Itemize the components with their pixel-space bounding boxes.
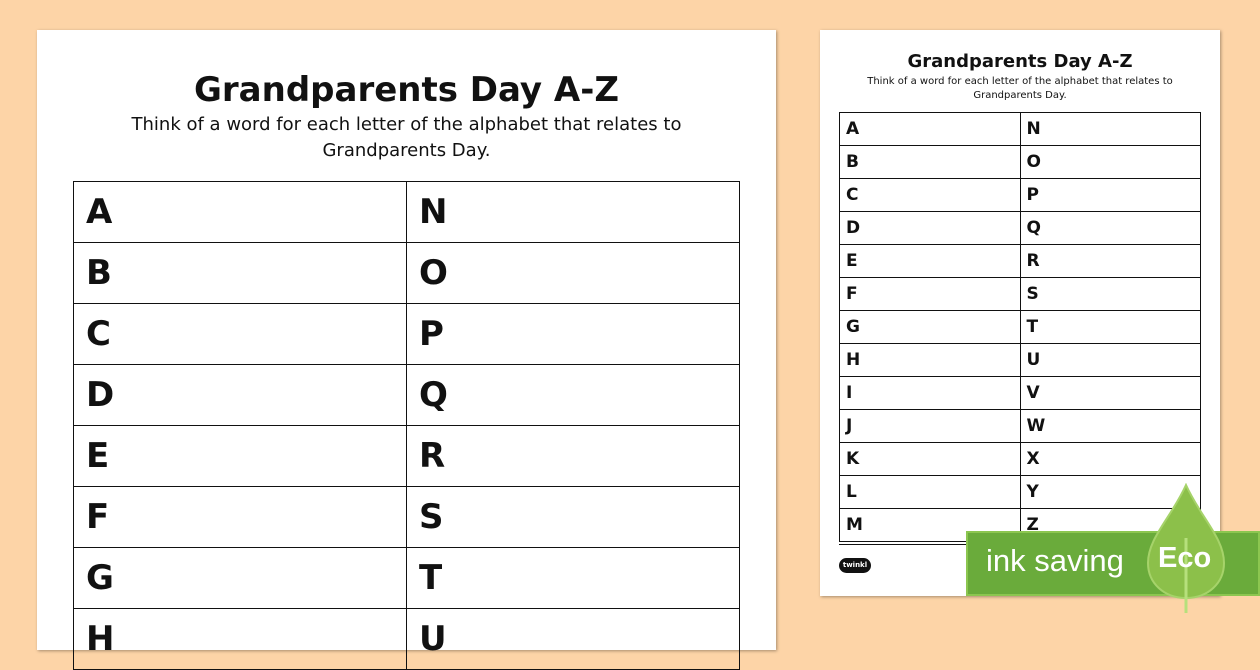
letter-cell: D	[839, 211, 1021, 245]
letter-cell: G	[839, 310, 1021, 344]
letter-cell: F	[839, 277, 1021, 311]
letter-cell: H	[839, 343, 1021, 377]
letter-cell: O	[1019, 145, 1201, 179]
letter-cell: C	[73, 303, 407, 365]
letter-cell: E	[73, 425, 407, 487]
letter-cell: P	[406, 303, 740, 365]
letter-cell: D	[73, 364, 407, 426]
eco-badge-text: ink saving	[986, 543, 1124, 578]
worksheet-subtitle-line2: Grandparents Day.	[973, 90, 1067, 101]
letter-cell: A	[839, 112, 1021, 146]
letter-cell: Q	[406, 364, 740, 426]
letter-cell: N	[1019, 112, 1201, 146]
worksheet-title: Grandparents Day A-Z	[907, 51, 1133, 72]
letter-cell: G	[73, 547, 407, 609]
letter-cell: S	[406, 486, 740, 548]
worksheet-title: Grandparents Day A-Z	[194, 70, 619, 110]
letter-cell: I	[839, 376, 1021, 410]
letter-cell: T	[406, 547, 740, 609]
letter-cell: E	[839, 244, 1021, 278]
letter-cell: S	[1019, 277, 1201, 311]
letter-cell: B	[73, 242, 407, 304]
letter-cell: V	[1019, 376, 1201, 410]
eco-label: Eco	[1158, 542, 1212, 574]
letter-cell: F	[73, 486, 407, 548]
letter-cell: W	[1019, 409, 1201, 443]
worksheet-subtitle-line1: Think of a word for each letter of the a…	[867, 76, 1173, 87]
letter-cell: N	[406, 181, 740, 243]
letter-cell: C	[839, 178, 1021, 212]
letter-cell: T	[1019, 310, 1201, 344]
worksheet-preview-large: Grandparents Day A-Z Think of a word for…	[37, 30, 776, 670]
leaf-icon	[1146, 483, 1226, 613]
letter-cell: Y	[1019, 475, 1201, 509]
letter-cell: O	[406, 242, 740, 304]
letter-cell: B	[839, 145, 1021, 179]
letter-cell: K	[839, 442, 1021, 476]
letter-cell: H	[73, 608, 407, 670]
letter-cell: P	[1019, 178, 1201, 212]
letter-cell: U	[406, 608, 740, 670]
worksheet-subtitle-line1: Think of a word for each letter of the a…	[131, 114, 682, 135]
letter-cell: R	[406, 425, 740, 487]
letter-cell: X	[1019, 442, 1201, 476]
worksheet-subtitle-line2: Grandparents Day.	[322, 140, 491, 161]
letter-cell: A	[73, 181, 407, 243]
letter-cell: U	[1019, 343, 1201, 377]
letter-cell: Q	[1019, 211, 1201, 245]
twinkl-logo: twinkl	[839, 558, 871, 573]
letter-cell: J	[839, 409, 1021, 443]
letter-cell: R	[1019, 244, 1201, 278]
letter-cell: L	[839, 475, 1021, 509]
